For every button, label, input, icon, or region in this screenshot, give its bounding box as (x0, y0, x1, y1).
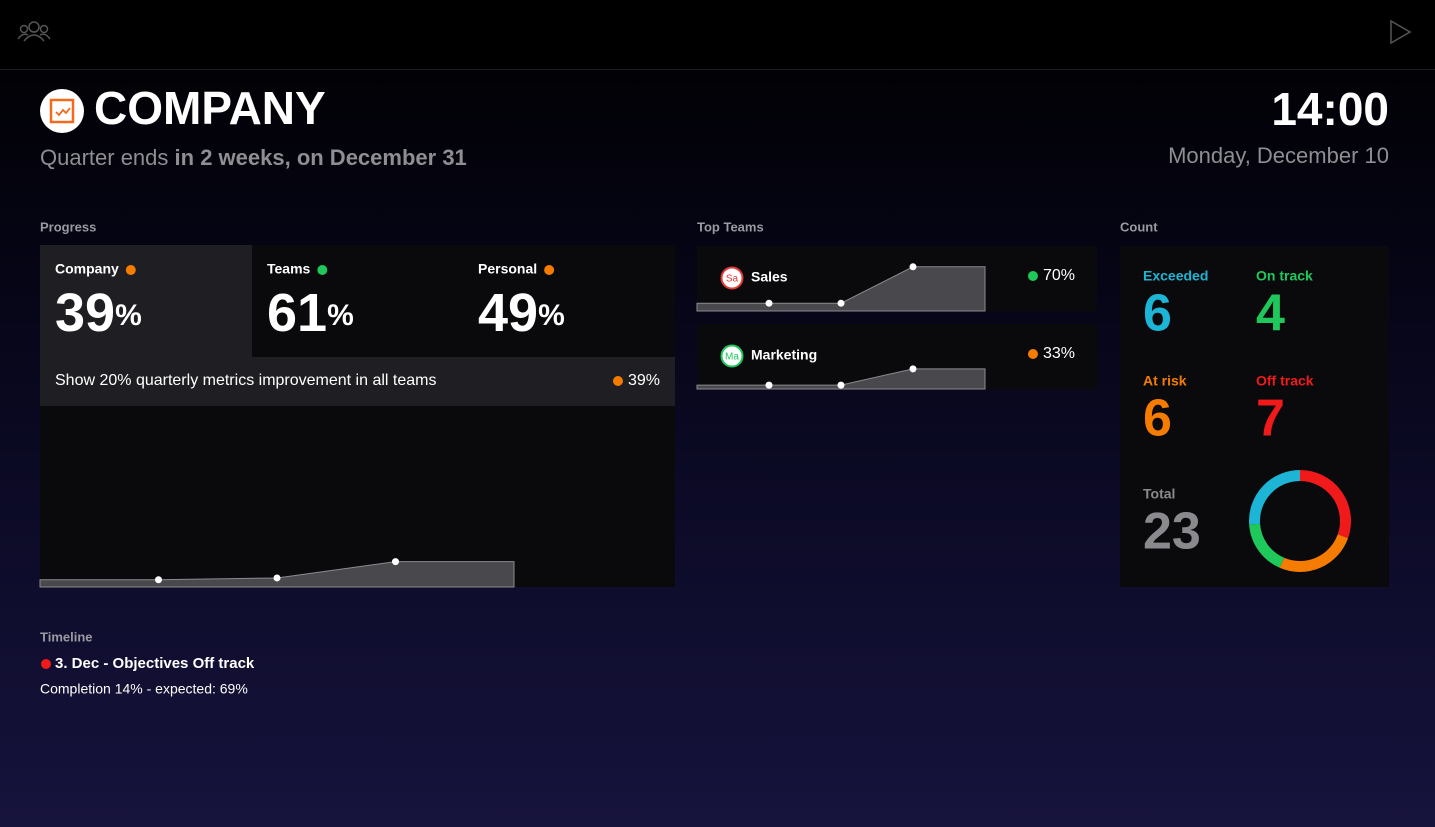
count-label: Exceeded (1143, 268, 1208, 284)
total-label: Total (1143, 486, 1175, 502)
sparkline-point (155, 576, 162, 584)
timeline-title: 3. Dec - Objectives Off track (55, 655, 255, 672)
status-dot (317, 265, 328, 275)
team-name: Sales (751, 269, 788, 285)
status-dot (1027, 349, 1038, 359)
selected-card[interactable] (40, 245, 252, 357)
total-value: 23 (1143, 503, 1201, 561)
timeline-dot (41, 659, 51, 669)
subtitle-prefix: Quarter ends (40, 145, 168, 170)
timeline-detail: Completion 14% - expected: 69% (40, 681, 248, 697)
team-icon (720, 266, 744, 290)
status-dot (544, 265, 555, 275)
donut-segment (1249, 470, 1301, 525)
logo-square (49, 98, 75, 124)
card-name: Company (55, 261, 119, 277)
section-label: Progress (40, 219, 96, 234)
people-icon[interactable] (17, 21, 51, 42)
clock: 14:00 (1271, 83, 1389, 135)
status-dot (612, 376, 623, 386)
top-bar (0, 0, 1435, 69)
count-value: 6 (1143, 390, 1172, 448)
logo-check (55, 107, 71, 117)
count-value: 6 (1143, 285, 1172, 343)
sparkline-area (696, 368, 986, 390)
donut-segment (1249, 523, 1285, 568)
section-label: Timeline (40, 629, 93, 644)
objective-row[interactable] (40, 357, 675, 406)
card-value: 39% (55, 283, 142, 343)
sparkline-point (837, 381, 845, 389)
subtitle: Quarter ends in 2 weeks, on December 31 (40, 145, 467, 170)
count-value: 7 (1256, 390, 1285, 448)
value-number: 39 (55, 283, 115, 343)
play-button[interactable] (1390, 19, 1412, 45)
sparkline-point (273, 574, 281, 582)
count-value: 4 (1256, 285, 1285, 343)
card-value: 49% (478, 283, 565, 343)
count-label: Off track (1256, 373, 1314, 389)
sparkline-area (696, 266, 986, 312)
status-dot (1027, 271, 1038, 281)
status-dot (125, 265, 136, 275)
sparkline-point (909, 365, 917, 373)
objective-text: Show 20% quarterly metrics improvement i… (55, 372, 436, 389)
subtitle-emphasis: in 2 weeks, on December 31 (175, 145, 467, 170)
donut-segment (1279, 534, 1349, 572)
team-name: Marketing (751, 347, 817, 363)
section-label: Top Teams (697, 219, 764, 234)
donut-segment (1299, 470, 1351, 539)
value-unit: % (327, 299, 354, 332)
value-unit: % (115, 299, 142, 332)
sparkline-point (765, 299, 773, 307)
sparkline-point (392, 558, 399, 566)
objective-value: 39% (628, 372, 660, 389)
sparkline-point (837, 299, 845, 307)
section-label: Count (1120, 219, 1158, 234)
value-number: 61 (267, 283, 327, 343)
team-value: 70% (1043, 267, 1075, 284)
card-name: Personal (478, 261, 537, 277)
date: Monday, December 10 (1168, 143, 1389, 168)
value-number: 49 (478, 283, 538, 343)
card-value: 61% (267, 283, 354, 343)
card-name: Teams (267, 261, 311, 277)
team-initials: Sa (726, 274, 739, 285)
count-label: At risk (1143, 373, 1187, 389)
team-initials: Ma (725, 352, 739, 363)
team-value: 33% (1043, 345, 1075, 362)
team-icon (720, 344, 744, 368)
count-label: On track (1256, 268, 1313, 284)
value-unit: % (538, 299, 565, 332)
sparkline-point (909, 263, 917, 271)
sparkline-point (765, 381, 773, 389)
title: COMPANY (94, 82, 326, 134)
